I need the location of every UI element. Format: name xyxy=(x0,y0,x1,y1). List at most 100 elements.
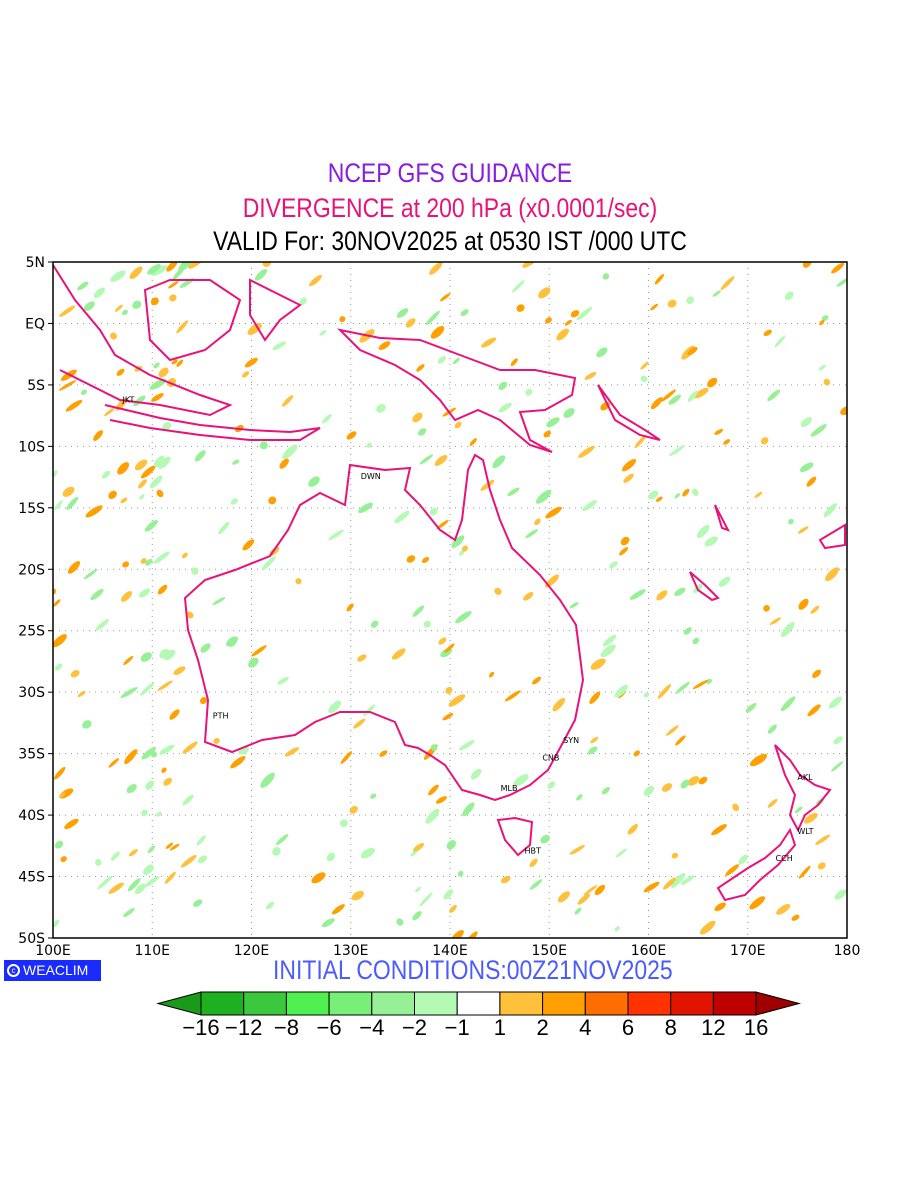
divergence-cell xyxy=(406,555,416,563)
colorbar-swatch xyxy=(200,991,245,1016)
divergence-cell xyxy=(158,367,169,378)
divergence-cell xyxy=(123,908,135,918)
divergence-cell xyxy=(680,875,695,886)
lat-label: 45S xyxy=(18,870,45,886)
divergence-cell xyxy=(145,875,160,887)
lat-label: 25S xyxy=(18,624,45,640)
divergence-cell xyxy=(686,296,695,305)
divergence-cell xyxy=(321,414,332,424)
divergence-cell xyxy=(436,519,449,530)
divergence-cell xyxy=(578,445,595,458)
divergence-cell xyxy=(151,393,164,402)
divergence-cell xyxy=(153,551,170,564)
chart-subtitle: DIVERGENCE at 200 hPa (x0.0001/sec) xyxy=(242,193,658,223)
divergence-cell xyxy=(640,375,648,383)
divergence-cell xyxy=(831,761,844,772)
divergence-cell xyxy=(823,503,838,518)
divergence-cell xyxy=(481,337,497,348)
divergence-cell xyxy=(331,904,345,915)
divergence-cell xyxy=(446,840,456,850)
divergence-cell xyxy=(546,417,560,428)
divergence-cell xyxy=(804,812,818,824)
divergence-cell xyxy=(791,914,800,921)
divergence-cell xyxy=(104,407,115,417)
divergence-cell xyxy=(587,746,598,755)
divergence-cell xyxy=(182,794,194,806)
divergence-cell xyxy=(140,652,152,662)
divergence-cell xyxy=(53,634,67,648)
divergence-cell xyxy=(158,456,171,469)
divergence-cell xyxy=(687,390,698,402)
divergence-cell xyxy=(436,796,447,804)
lat-label: 30S xyxy=(18,685,45,701)
divergence-cell xyxy=(416,364,425,372)
divergence-cell xyxy=(619,547,629,556)
colorbar-swatch xyxy=(627,991,672,1016)
divergence-cell xyxy=(643,785,655,796)
city-label-pth: PTH xyxy=(213,712,229,721)
divergence-cell xyxy=(161,767,167,773)
divergence-cell xyxy=(133,395,146,407)
divergence-cell xyxy=(129,266,143,280)
divergence-cell xyxy=(328,700,342,714)
divergence-cell xyxy=(504,690,521,702)
city-label-mlb: MLB xyxy=(501,784,518,793)
divergence-cell xyxy=(437,356,446,364)
colorbar-swatch xyxy=(414,991,458,1016)
divergence-cell xyxy=(140,558,147,564)
divergence-cell xyxy=(262,262,271,267)
divergence-cell xyxy=(434,455,448,466)
weaclim-logo: c WEACLIM xyxy=(4,960,101,981)
city-label-hbt: HBT xyxy=(524,847,541,856)
divergence-cell xyxy=(445,686,453,695)
divergence-cell xyxy=(180,854,197,868)
divergence-cell xyxy=(425,808,440,824)
divergence-cell xyxy=(498,381,508,390)
divergence-cell xyxy=(169,709,180,720)
divergence-cell xyxy=(640,361,649,370)
divergence-cell xyxy=(767,798,778,808)
divergence-cell xyxy=(590,658,606,670)
divergence-cell xyxy=(254,269,268,281)
divergence-cell xyxy=(101,470,111,479)
divergence-cell xyxy=(272,847,281,856)
colorbar-tick-label: −12 xyxy=(225,1015,263,1040)
divergence-cell xyxy=(321,918,335,928)
divergence-cell xyxy=(614,684,628,698)
divergence-cell xyxy=(574,907,582,915)
divergence-cell xyxy=(226,636,239,647)
divergence-cell xyxy=(138,588,151,598)
divergence-cell xyxy=(583,885,598,896)
divergence-cell xyxy=(134,883,146,895)
divergence-cell xyxy=(430,326,445,339)
divergence-cell xyxy=(798,598,809,610)
divergence-cell xyxy=(763,329,772,337)
divergence-cell xyxy=(153,362,160,369)
divergence-cell xyxy=(117,462,130,475)
map-frame xyxy=(52,261,848,939)
lon-label: 150E xyxy=(531,943,567,959)
divergence-cell xyxy=(412,605,425,617)
coastlines xyxy=(53,264,846,902)
divergence-cell xyxy=(164,871,176,884)
divergence-cell xyxy=(749,896,766,910)
divergence-cell xyxy=(488,671,495,678)
divergence-cell xyxy=(602,273,610,280)
divergence-cell xyxy=(93,287,105,299)
divergence-cell xyxy=(430,744,438,752)
divergence-cell xyxy=(340,751,353,765)
divergence-cell xyxy=(346,431,357,440)
divergence-cell xyxy=(770,617,781,625)
divergence-cell xyxy=(85,505,103,518)
divergence-cell xyxy=(623,473,634,483)
divergence-cell xyxy=(643,692,650,698)
divergence-cell xyxy=(545,506,562,519)
divergence-cell xyxy=(77,690,86,697)
pacific-islands-coast xyxy=(597,384,846,550)
divergence-cell xyxy=(251,645,267,657)
divergence-cell xyxy=(242,371,250,378)
divergence-cell xyxy=(529,858,538,868)
divergence-cell xyxy=(413,842,425,852)
colorbar-tick-label: −6 xyxy=(316,1015,342,1040)
divergence-cell xyxy=(620,536,630,546)
